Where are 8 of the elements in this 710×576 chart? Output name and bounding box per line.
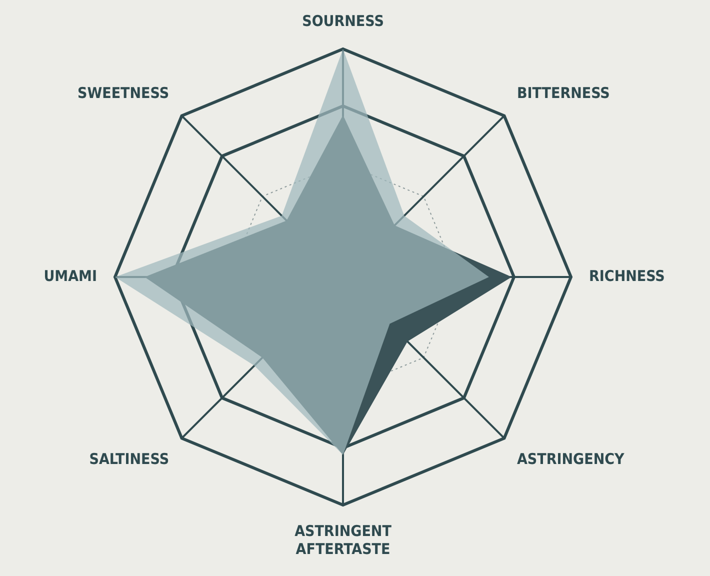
spoke-label: SOURNESS	[302, 12, 384, 30]
spoke-label: BITTERNESS	[516, 84, 610, 102]
spoke-label: UMAMI	[44, 266, 97, 285]
spoke-label: RICHNESS	[589, 266, 665, 285]
spoke-label: ASTRINGENCY	[516, 450, 625, 468]
spoke-label: ASTRINGENT AFTERTASTE	[294, 522, 392, 558]
spoke-label: SALTINESS	[89, 450, 170, 468]
spoke-label: SWEETNESS	[78, 84, 170, 102]
